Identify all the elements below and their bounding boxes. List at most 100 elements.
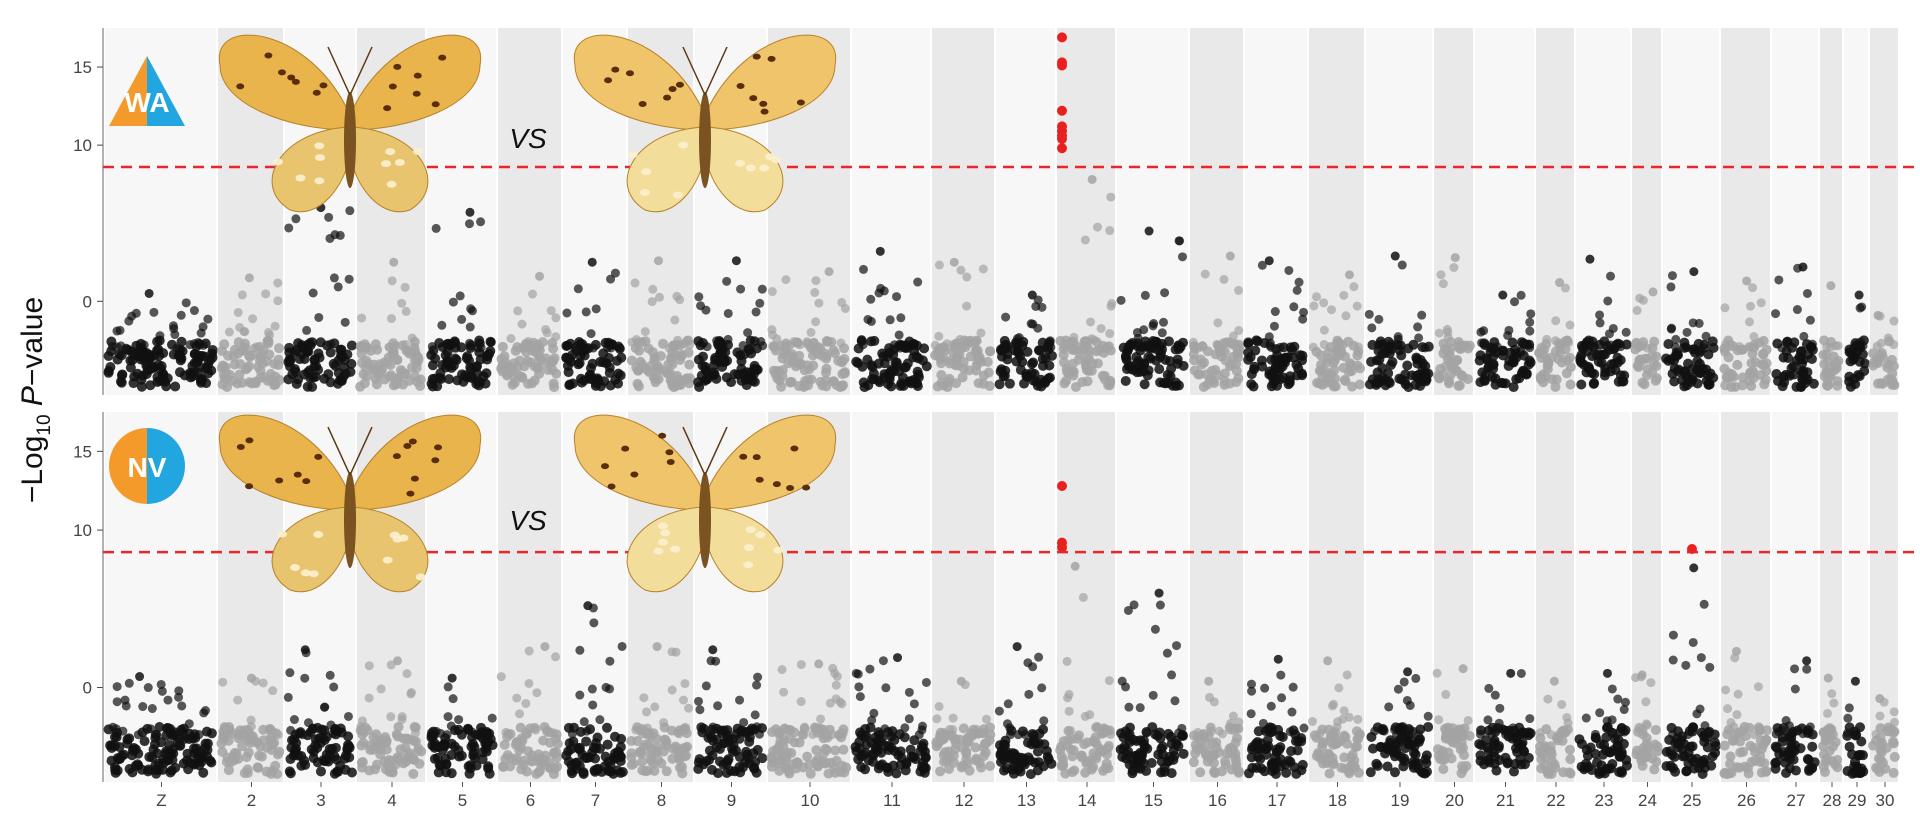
snp-point <box>1790 684 1800 694</box>
snp-point <box>1339 290 1349 300</box>
snp-point <box>1777 726 1787 736</box>
snp-point <box>915 746 926 757</box>
snp-point <box>1721 685 1731 695</box>
forewing-right <box>349 34 482 131</box>
snp-point <box>856 730 867 741</box>
snp-point <box>1324 768 1335 779</box>
snp-point <box>504 730 514 740</box>
snp-point <box>145 380 156 391</box>
snp-peak-point <box>1873 310 1883 320</box>
snp-point <box>1327 305 1337 315</box>
snp-point <box>962 272 972 282</box>
snp-peak-point <box>814 659 824 669</box>
snp-point <box>1410 749 1421 760</box>
snp-point <box>1321 357 1332 368</box>
wing-spot <box>388 83 397 90</box>
snp-point <box>1490 690 1500 700</box>
snp-point <box>664 343 674 353</box>
snp-point <box>454 715 464 725</box>
snp-point <box>1174 236 1184 246</box>
snp-point <box>1507 337 1518 348</box>
snp-point <box>291 737 302 748</box>
snp-point <box>1510 297 1520 307</box>
snp-point <box>566 759 577 770</box>
snp-point <box>551 332 561 342</box>
snp-point <box>1518 339 1528 349</box>
snp-peak-point <box>1390 251 1400 261</box>
snp-point <box>551 313 561 323</box>
snp-point <box>1162 369 1173 380</box>
snp-point <box>1831 341 1841 351</box>
snp-point <box>1869 357 1880 368</box>
snp-point <box>1336 762 1347 773</box>
x-tick-label-25: 25 <box>1683 791 1702 810</box>
snp-point <box>302 381 313 392</box>
snp-point <box>639 693 649 703</box>
snp-point <box>1883 333 1893 343</box>
snp-point <box>1156 743 1167 754</box>
y-tick-label: 15 <box>73 442 92 461</box>
snp-point <box>1565 320 1575 330</box>
snp-point <box>408 768 419 779</box>
snp-point <box>343 711 353 721</box>
x-tick-label-20: 20 <box>1445 791 1464 810</box>
snp-point <box>589 618 599 628</box>
snp-point <box>630 278 640 288</box>
snp-point <box>1170 696 1180 706</box>
chromosome-band-18 <box>1309 28 1364 395</box>
snp-point <box>1591 757 1602 768</box>
snp-point <box>267 765 278 776</box>
snp-point <box>1829 698 1839 708</box>
wing-spot <box>668 86 677 93</box>
snp-peak-point <box>1798 262 1808 272</box>
snp-point <box>1045 336 1055 346</box>
snp-point <box>1679 381 1690 392</box>
snp-point <box>1819 767 1830 778</box>
wing-spot <box>739 453 748 460</box>
snp-point <box>640 327 650 337</box>
snp-point <box>793 380 804 391</box>
snp-point <box>1246 709 1256 719</box>
snp-point <box>470 729 480 739</box>
snp-peak-point <box>1854 290 1864 300</box>
snp-point <box>1196 359 1207 370</box>
snp-point <box>534 368 545 379</box>
snp-point <box>1270 307 1280 317</box>
snp-point <box>317 724 328 735</box>
snp-point <box>972 336 982 346</box>
snp-point <box>1551 316 1561 326</box>
snp-point <box>1219 274 1229 284</box>
silver-spot <box>743 561 754 569</box>
snp-point <box>1575 355 1586 366</box>
badge-orange-half <box>109 56 147 126</box>
snp-point <box>1444 378 1455 389</box>
snp-point <box>732 347 743 358</box>
snp-point <box>496 672 506 682</box>
snp-point <box>606 274 616 284</box>
snp-point <box>792 757 803 768</box>
snp-point <box>694 696 704 706</box>
snp-point <box>164 739 175 750</box>
snp-point <box>511 753 522 764</box>
snp-point <box>1733 689 1743 699</box>
snp-point <box>145 353 156 364</box>
snp-point <box>1525 317 1535 327</box>
snp-peak-point <box>1012 642 1022 652</box>
snp-point <box>680 743 691 754</box>
snp-point <box>806 327 816 337</box>
snp-point <box>1746 380 1757 391</box>
x-tick-label-15: 15 <box>1144 791 1163 810</box>
snp-point <box>1146 758 1157 769</box>
snp-point <box>112 682 122 692</box>
snp-point <box>1445 358 1456 369</box>
snp-point <box>670 315 680 325</box>
snp-point <box>146 724 156 734</box>
snp-point <box>523 746 534 757</box>
wing-spot <box>767 55 776 62</box>
snp-point <box>1297 759 1308 770</box>
snp-point <box>1120 375 1131 386</box>
chromosome-points-3 <box>283 203 357 392</box>
snp-point <box>370 737 381 748</box>
snp-point <box>930 340 940 350</box>
